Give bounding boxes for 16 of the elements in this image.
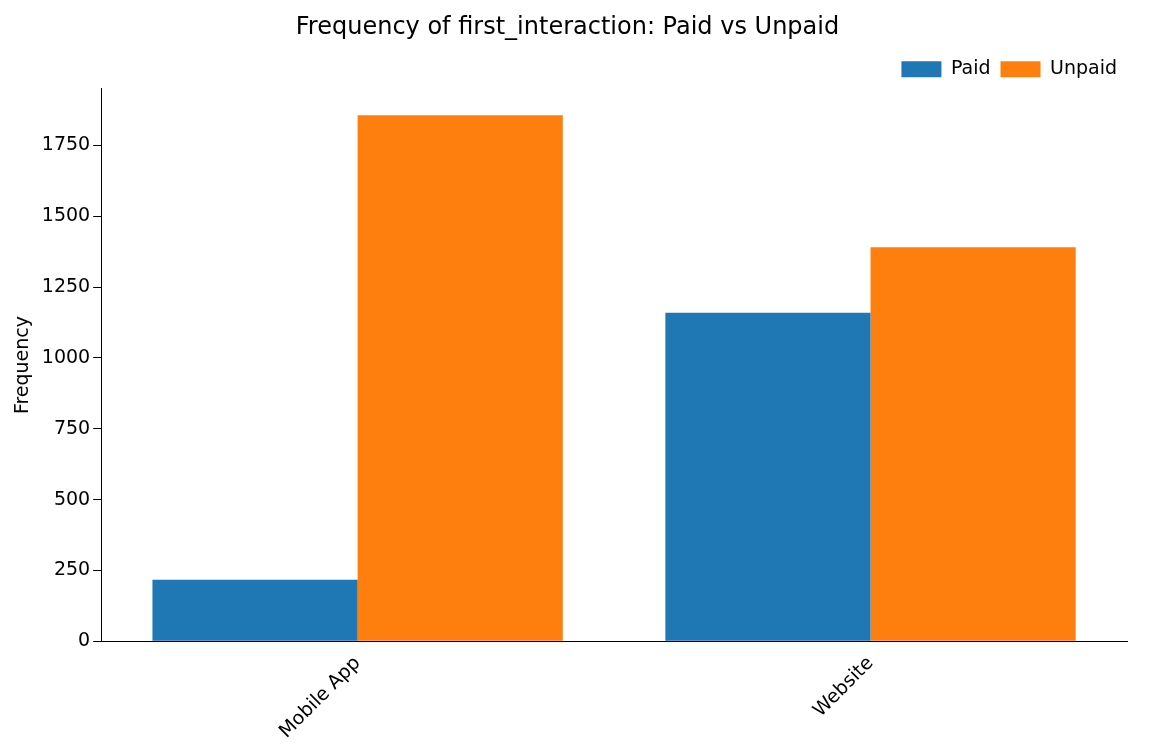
y-tick-label: 250 [53,557,91,580]
bar [152,579,358,641]
y-tick-label: 1750 [41,132,91,155]
y-tick-label: 1500 [41,203,91,226]
bar [357,115,563,641]
y-tick-label: 0 [78,628,91,651]
legend-label: Unpaid [1050,56,1118,79]
y-tick-label: 1000 [41,344,91,367]
legend-label: Paid [950,56,991,79]
bar [665,312,871,641]
y-tick-label: 500 [53,486,91,509]
y-tick-label: 750 [53,415,91,438]
y-tick-label: 1250 [41,274,91,297]
bar [870,247,1076,641]
y-axis-title: Frequency [10,315,33,415]
chart-title: Frequency of first_interaction: Paid vs Unpaid [295,11,840,40]
